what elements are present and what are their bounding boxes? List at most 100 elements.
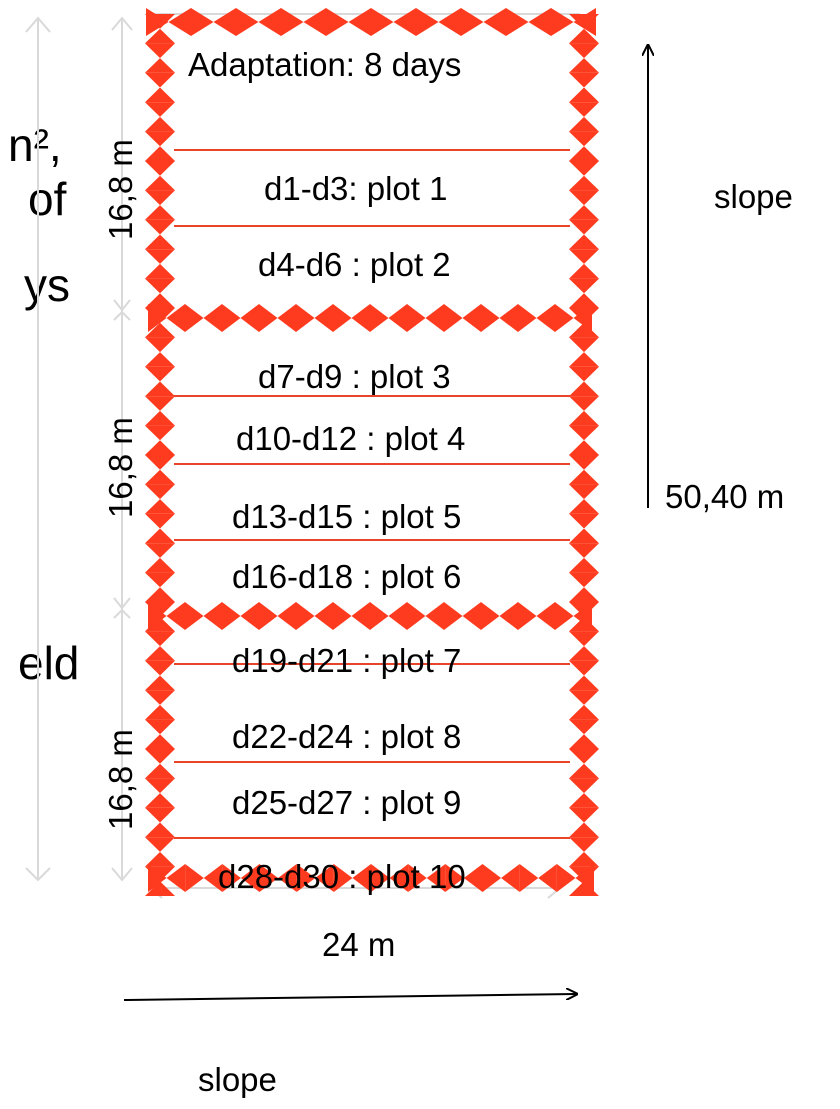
fence-segment xyxy=(569,263,599,279)
fence-segment xyxy=(569,631,599,647)
section-height-label-2: 16,8 m xyxy=(102,417,139,518)
fence-segment xyxy=(145,440,175,455)
fence-segment xyxy=(569,807,599,823)
fence-segment xyxy=(145,249,175,264)
adaptation-label: Adaptation: 8 days xyxy=(188,46,462,83)
fence-segment xyxy=(145,234,175,250)
fence-segment xyxy=(416,8,439,36)
fence-segment xyxy=(145,749,175,764)
fence-segment xyxy=(536,602,555,630)
fence-segment xyxy=(569,322,599,338)
fence-segment xyxy=(203,864,223,892)
fence-segment xyxy=(569,557,599,573)
fence-segment xyxy=(351,304,370,332)
section-height-label-1: 16,8 m xyxy=(102,139,139,240)
cropped-text-of: of xyxy=(28,173,67,225)
fence-segment xyxy=(145,87,175,103)
fence-segment xyxy=(569,719,599,735)
fence-segment xyxy=(569,116,599,132)
fence-segment xyxy=(145,851,175,867)
plot-label-5: d13-d15 : plot 5 xyxy=(232,498,462,535)
fence-segment xyxy=(145,704,175,720)
fence-segment xyxy=(569,484,599,500)
plot-label-9: d25-d27 : plot 9 xyxy=(232,784,462,821)
fence-segment xyxy=(569,513,599,529)
cropped-text-eld: eld xyxy=(18,637,80,689)
fence-segment xyxy=(569,146,599,161)
fence-segment xyxy=(408,864,427,892)
fence-segment xyxy=(277,602,296,630)
fence-segment xyxy=(569,366,599,382)
fence-segment xyxy=(145,352,175,367)
fence-segment xyxy=(445,864,464,892)
fence-segment xyxy=(569,234,599,250)
cropped-text-ys: ys xyxy=(24,259,70,311)
fence-segment xyxy=(145,572,175,588)
fence-segment xyxy=(191,8,214,36)
plot-label-10: d28-d30 : plot 10 xyxy=(218,858,466,895)
fence-segment xyxy=(569,278,599,294)
fence-segment xyxy=(314,602,333,630)
fence-segment xyxy=(145,793,175,808)
fence-segment xyxy=(145,616,175,632)
fence-segment xyxy=(145,396,175,411)
fence-segment xyxy=(569,660,599,676)
fence-segment xyxy=(528,8,551,36)
fence-segment xyxy=(569,58,599,73)
fence-segment xyxy=(569,822,599,838)
fence-segment xyxy=(145,410,175,426)
fence-segment xyxy=(145,14,175,29)
fence-segment xyxy=(258,8,281,36)
fence-segment xyxy=(569,396,599,411)
fence-segment xyxy=(518,304,537,332)
fence-segment xyxy=(240,602,259,630)
fence-segment xyxy=(145,205,175,220)
fence-segment xyxy=(499,602,518,630)
slope-label-bottom: slope xyxy=(198,1061,277,1098)
fence-segment xyxy=(259,864,279,892)
fence-segment xyxy=(569,881,599,896)
fence-segment xyxy=(145,675,175,691)
fence-segment xyxy=(145,116,175,132)
fence-segment xyxy=(145,337,175,353)
plot-label-7: d19-d21 : plot 7 xyxy=(232,642,462,679)
fence-segment xyxy=(393,8,416,36)
fence-segment xyxy=(145,43,175,59)
fence-segment xyxy=(259,304,278,332)
fence-segment xyxy=(518,602,537,630)
fence-segment xyxy=(145,28,175,44)
fence-segment xyxy=(569,219,599,235)
fence-segment xyxy=(444,602,463,630)
fence-segment xyxy=(569,410,599,426)
fence-segment xyxy=(569,675,599,691)
fence-segment xyxy=(145,587,175,602)
fence-segment xyxy=(145,881,175,896)
fence-segment xyxy=(145,513,175,529)
fence-segment xyxy=(240,864,260,892)
fence-segment xyxy=(145,102,175,117)
cropped-text-m2: n², xyxy=(8,119,62,171)
fence-segment xyxy=(569,749,599,764)
fence-segment xyxy=(296,304,315,332)
fence-segment xyxy=(501,864,520,892)
fence-segment xyxy=(569,734,599,749)
fence-segment xyxy=(145,58,175,73)
fence-segment xyxy=(569,72,599,88)
fence-segment xyxy=(569,704,599,720)
slope-arrow-horizontal xyxy=(123,994,576,1001)
fence-segment xyxy=(168,8,191,36)
fence-segment xyxy=(259,602,278,630)
fence-segment xyxy=(569,616,599,632)
fence-segment xyxy=(145,778,175,794)
fence-segment xyxy=(555,304,574,332)
fence-segment xyxy=(569,28,599,44)
fence-segment xyxy=(145,734,175,749)
fence-segment xyxy=(569,131,599,147)
fence-segment xyxy=(569,646,599,661)
fence-segment xyxy=(569,249,599,264)
fence-segment xyxy=(425,304,444,332)
fence-segment xyxy=(166,304,185,332)
fence-segment xyxy=(351,602,370,630)
fence-segment xyxy=(348,8,371,36)
